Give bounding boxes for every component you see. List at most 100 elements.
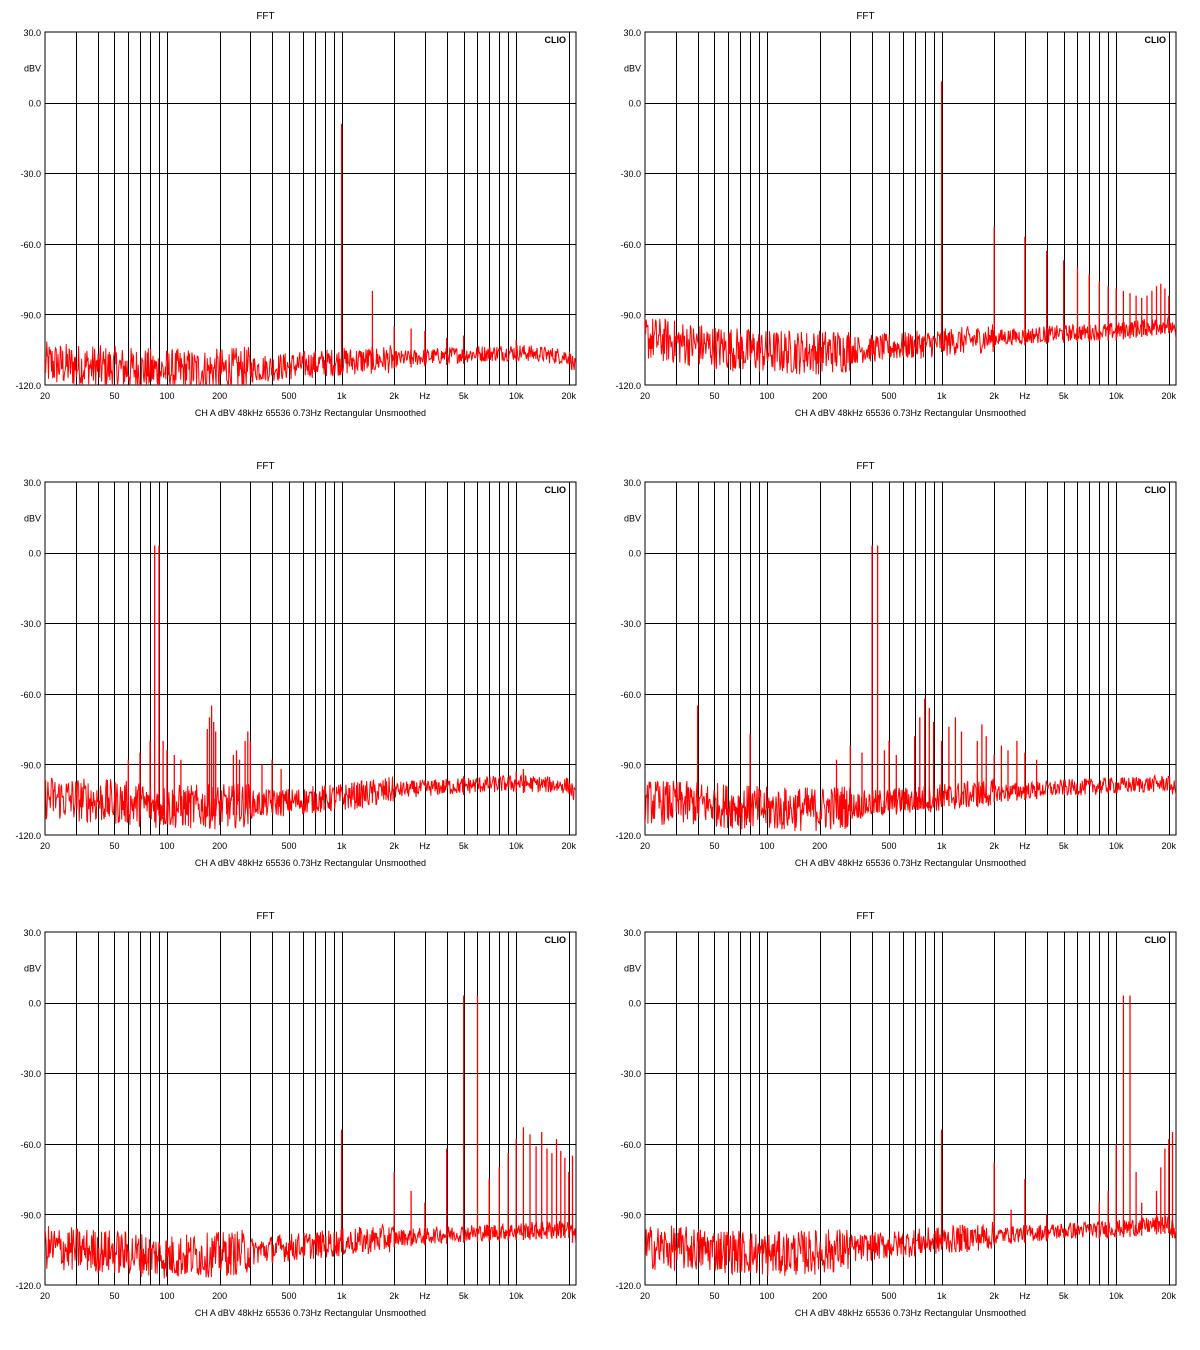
y-tick-label: -30.0	[620, 1069, 641, 1079]
plot-area	[644, 31, 1177, 386]
x-tick-label: 500	[282, 1291, 297, 1301]
x-tick-label: 10k	[1109, 391, 1124, 401]
x-tick-label: 200	[812, 1291, 827, 1301]
chart-footer: CH A dBV 48kHz 65536 0.73Hz Rectangular …	[795, 408, 1026, 418]
x-tick-label: 20k	[1162, 391, 1177, 401]
y-tick-label: -120.0	[15, 831, 41, 841]
fft-panel-1: FFT 30.0 0.0 -30.0 -60.0 -90.0 -120.0 dBV 20 50 10…	[15, 11, 576, 418]
plot-area	[644, 481, 1177, 836]
fft-panel-2: FFT 30.0 0.0 -30.0 -60.0 -90.0 -120.0 dBV 20 50 10…	[615, 11, 1176, 418]
x-tick-label: 10k	[509, 391, 524, 401]
y-unit-label: dBV	[624, 963, 641, 973]
chart-title: FFT	[256, 461, 274, 472]
x-tick-label: 100	[760, 841, 775, 851]
x-tick-label: 200	[212, 391, 227, 401]
fft-trace	[645, 315, 1176, 375]
y-tick-label: -90.0	[620, 1210, 641, 1220]
y-tick-label: 30.0	[23, 928, 41, 938]
chart-footer: CH A dBV 48kHz 65536 0.73Hz Rectangular …	[195, 858, 426, 868]
x-tick-label: 50	[109, 391, 119, 401]
clio-logo: CLIO	[545, 935, 567, 945]
fft-trace	[45, 773, 576, 830]
y-unit-label: dBV	[624, 63, 641, 73]
x-tick-label: 20k	[562, 1291, 577, 1301]
x-tick-label: 5k	[459, 841, 469, 851]
x-tick-label: 100	[760, 1291, 775, 1301]
x-tick-label: 5k	[1059, 1291, 1069, 1301]
x-tick-label: 20	[40, 391, 50, 401]
x-unit-label: Hz	[419, 841, 430, 851]
x-tick-label: 20k	[1162, 841, 1177, 851]
y-tick-label: -60.0	[20, 240, 41, 250]
clio-logo: CLIO	[1145, 35, 1167, 45]
x-tick-label: 100	[160, 841, 175, 851]
y-tick-label: -60.0	[620, 1140, 641, 1150]
y-tick-label: -120.0	[615, 381, 641, 391]
x-tick-label: 2k	[989, 391, 999, 401]
x-tick-label: 1k	[337, 391, 347, 401]
x-tick-label: 10k	[509, 1291, 524, 1301]
chart-title: FFT	[256, 911, 274, 922]
chart-footer: CH A dBV 48kHz 65536 0.73Hz Rectangular …	[195, 1308, 426, 1318]
y-tick-label: 0.0	[28, 549, 41, 559]
x-tick-label: 500	[882, 391, 897, 401]
chart-title: FFT	[256, 11, 274, 22]
x-unit-label: Hz	[1019, 1291, 1030, 1301]
x-unit-label: Hz	[1019, 841, 1030, 851]
y-unit-label: dBV	[624, 513, 641, 523]
x-tick-label: 50	[709, 841, 719, 851]
y-tick-label: -60.0	[620, 690, 641, 700]
fft-panel-5: FFT 30.0 0.0 -30.0 -60.0 -90.0 -120.0 dBV 20 50 10…	[15, 911, 576, 1318]
x-tick-label: 1k	[937, 391, 947, 401]
x-tick-label: 500	[282, 391, 297, 401]
clio-logo: CLIO	[545, 485, 567, 495]
x-unit-label: Hz	[419, 1291, 430, 1301]
clio-logo: CLIO	[545, 35, 567, 45]
y-tick-label: 30.0	[23, 478, 41, 488]
x-tick-label: 20	[40, 841, 50, 851]
y-tick-label: 0.0	[628, 549, 641, 559]
chart-footer: CH A dBV 48kHz 65536 0.73Hz Rectangular …	[795, 858, 1026, 868]
x-tick-label: 20k	[1162, 1291, 1177, 1301]
x-tick-label: 20	[640, 391, 650, 401]
y-tick-label: -60.0	[620, 240, 641, 250]
y-unit-label: dBV	[24, 63, 41, 73]
x-tick-label: 2k	[389, 391, 399, 401]
x-tick-label: 500	[882, 841, 897, 851]
y-tick-label: -120.0	[15, 1281, 41, 1291]
y-tick-label: 0.0	[28, 99, 41, 109]
x-tick-label: 1k	[337, 1291, 347, 1301]
x-tick-label: 100	[160, 1291, 175, 1301]
x-tick-label: 20k	[562, 391, 577, 401]
y-tick-label: 30.0	[623, 928, 641, 938]
y-tick-label: -30.0	[20, 169, 41, 179]
y-tick-label: -90.0	[20, 1210, 41, 1220]
x-tick-label: 5k	[459, 1291, 469, 1301]
x-tick-label: 5k	[1059, 841, 1069, 851]
x-tick-label: 500	[282, 841, 297, 851]
y-tick-label: -30.0	[20, 619, 41, 629]
chart-title: FFT	[856, 461, 874, 472]
plot-area	[44, 481, 577, 836]
x-tick-label: 20	[40, 1291, 50, 1301]
y-tick-label: 0.0	[628, 99, 641, 109]
y-tick-label: -90.0	[20, 310, 41, 320]
plot-area	[44, 31, 577, 386]
y-tick-label: -90.0	[20, 760, 41, 770]
y-tick-label: -30.0	[620, 619, 641, 629]
fft-trace	[645, 1215, 1176, 1276]
x-tick-label: 500	[882, 1291, 897, 1301]
y-tick-label: -60.0	[20, 1140, 41, 1150]
chart-title: FFT	[856, 911, 874, 922]
x-tick-label: 100	[760, 391, 775, 401]
y-tick-label: 30.0	[623, 28, 641, 38]
x-tick-label: 200	[212, 841, 227, 851]
x-tick-label: 1k	[937, 1291, 947, 1301]
y-unit-label: dBV	[24, 513, 41, 523]
y-tick-label: -120.0	[15, 381, 41, 391]
x-tick-label: 2k	[389, 1291, 399, 1301]
fft-panel-3: FFT 30.0 0.0 -30.0 -60.0 -90.0 -120.0 dBV 20 50 10…	[15, 461, 576, 868]
x-unit-label: Hz	[419, 391, 430, 401]
x-tick-label: 200	[812, 841, 827, 851]
